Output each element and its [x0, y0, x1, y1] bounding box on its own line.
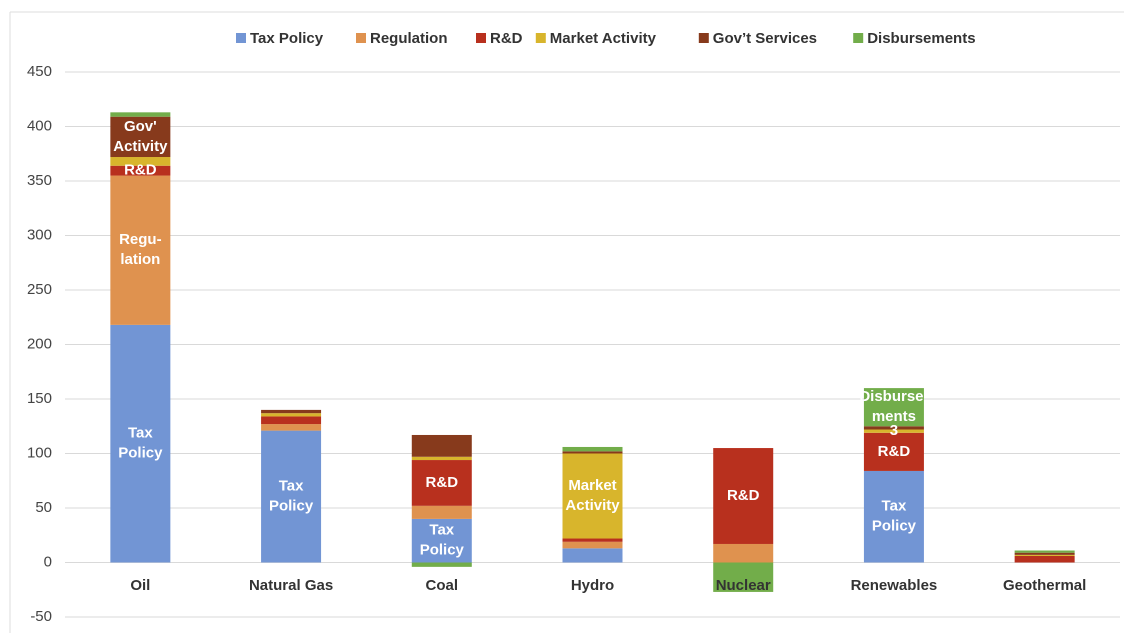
bar-annotation: Gov'	[124, 118, 157, 135]
bar-annotation: Disburse-	[859, 388, 928, 405]
bar-segment	[562, 451, 623, 454]
bar-annotation: Tax	[128, 425, 153, 442]
legend-swatch	[698, 33, 709, 43]
bar-segment	[1014, 554, 1075, 556]
y-tick-label: 250	[27, 281, 52, 298]
bar-segment	[411, 505, 472, 519]
bar-segment	[411, 518, 472, 563]
x-tick-label: Oil	[130, 577, 150, 594]
bar-segment	[411, 434, 472, 457]
bar-segment	[110, 165, 171, 176]
y-tick-label: 100	[27, 444, 52, 461]
y-tick-label: 400	[27, 117, 52, 134]
bar-segment	[713, 448, 774, 544]
legend-swatch	[853, 33, 864, 43]
bar-annotation: lation	[120, 251, 160, 268]
bar-annotation: 3	[890, 422, 898, 439]
bar-annotation: ments	[872, 408, 916, 425]
bar-segment	[562, 446, 623, 452]
bar-annotation: Tax	[279, 478, 304, 495]
bar-segment	[411, 460, 472, 506]
legend-label: Tax Policy	[250, 30, 324, 47]
x-tick-label: Natural Gas	[249, 577, 333, 594]
x-tick-label: Geothermal	[1003, 577, 1086, 594]
bar-annotation: Activity	[113, 138, 168, 155]
x-tick-label: Hydro	[571, 577, 614, 594]
bar-annotation: R&D	[124, 162, 157, 179]
y-tick-label: 50	[35, 499, 52, 516]
legend-label: Regulation	[370, 30, 448, 47]
y-tick-label: -50	[30, 608, 52, 625]
bar-segment	[261, 424, 322, 431]
bar-segment	[261, 430, 322, 563]
bar-segment	[1014, 552, 1075, 555]
legend-label: Market Activity	[550, 30, 657, 47]
legend: Tax Policy Regulation R&D Market Activity Go…	[236, 30, 976, 47]
legend-swatch	[476, 33, 486, 43]
bar-annotation: Policy	[872, 518, 917, 535]
bar-annotation: R&D	[878, 443, 911, 460]
legend-swatch	[535, 33, 546, 43]
bar-segment	[863, 470, 924, 563]
legend-label: Disbursements	[867, 30, 975, 47]
bar-annotation: Market	[568, 477, 616, 494]
bar-segment	[863, 426, 924, 430]
bar-annotation: Tax	[429, 522, 454, 539]
bar-annotation: Policy	[118, 445, 163, 462]
bar-segment	[110, 116, 171, 158]
bar-segment	[713, 543, 774, 563]
bar-segment	[863, 432, 924, 471]
x-tick-label: Renewables	[851, 577, 938, 594]
y-tick-label: 0	[44, 553, 52, 570]
bar-segment	[110, 157, 171, 166]
bar-segment	[562, 541, 623, 549]
bar-annotation: Tax	[882, 498, 907, 515]
bar-annotation: Policy	[420, 542, 465, 559]
bar-annotation: Regu-	[119, 231, 162, 248]
bar-segment	[110, 112, 171, 117]
bar-segment	[411, 456, 472, 461]
legend-swatch	[236, 33, 246, 43]
bar-segment	[261, 409, 322, 414]
bar-segment	[562, 453, 623, 539]
y-tick-label: 300	[27, 226, 52, 243]
bar-segment	[562, 538, 623, 542]
y-tick-label: 450	[27, 63, 52, 80]
bar-segment	[261, 413, 322, 417]
y-tick-label: 350	[27, 172, 52, 189]
legend-label: Gov’t Services	[713, 30, 817, 47]
legend-swatch	[356, 33, 366, 43]
x-tick-label: Coal	[426, 577, 459, 594]
legend-label: R&D	[490, 30, 523, 47]
y-tick-label: 200	[27, 335, 52, 352]
bar-segment	[261, 416, 322, 425]
bar-segment	[863, 429, 924, 433]
y-tick-label: 150	[27, 390, 52, 407]
bar-segment	[411, 562, 472, 567]
bar-segment	[863, 388, 924, 427]
bar-segment	[110, 324, 171, 563]
bar-segment	[1014, 555, 1075, 563]
bar-segment	[110, 175, 171, 325]
bar-segment	[1014, 550, 1075, 553]
bar-segment	[562, 548, 623, 563]
bar-annotation: Policy	[269, 498, 314, 515]
bar-annotation: R&D	[727, 487, 760, 504]
bar-segment	[713, 562, 774, 592]
bar-annotation: Activity	[565, 497, 620, 514]
bar-annotation: R&D	[426, 474, 459, 491]
x-tick-label: Nuclear	[716, 577, 771, 594]
